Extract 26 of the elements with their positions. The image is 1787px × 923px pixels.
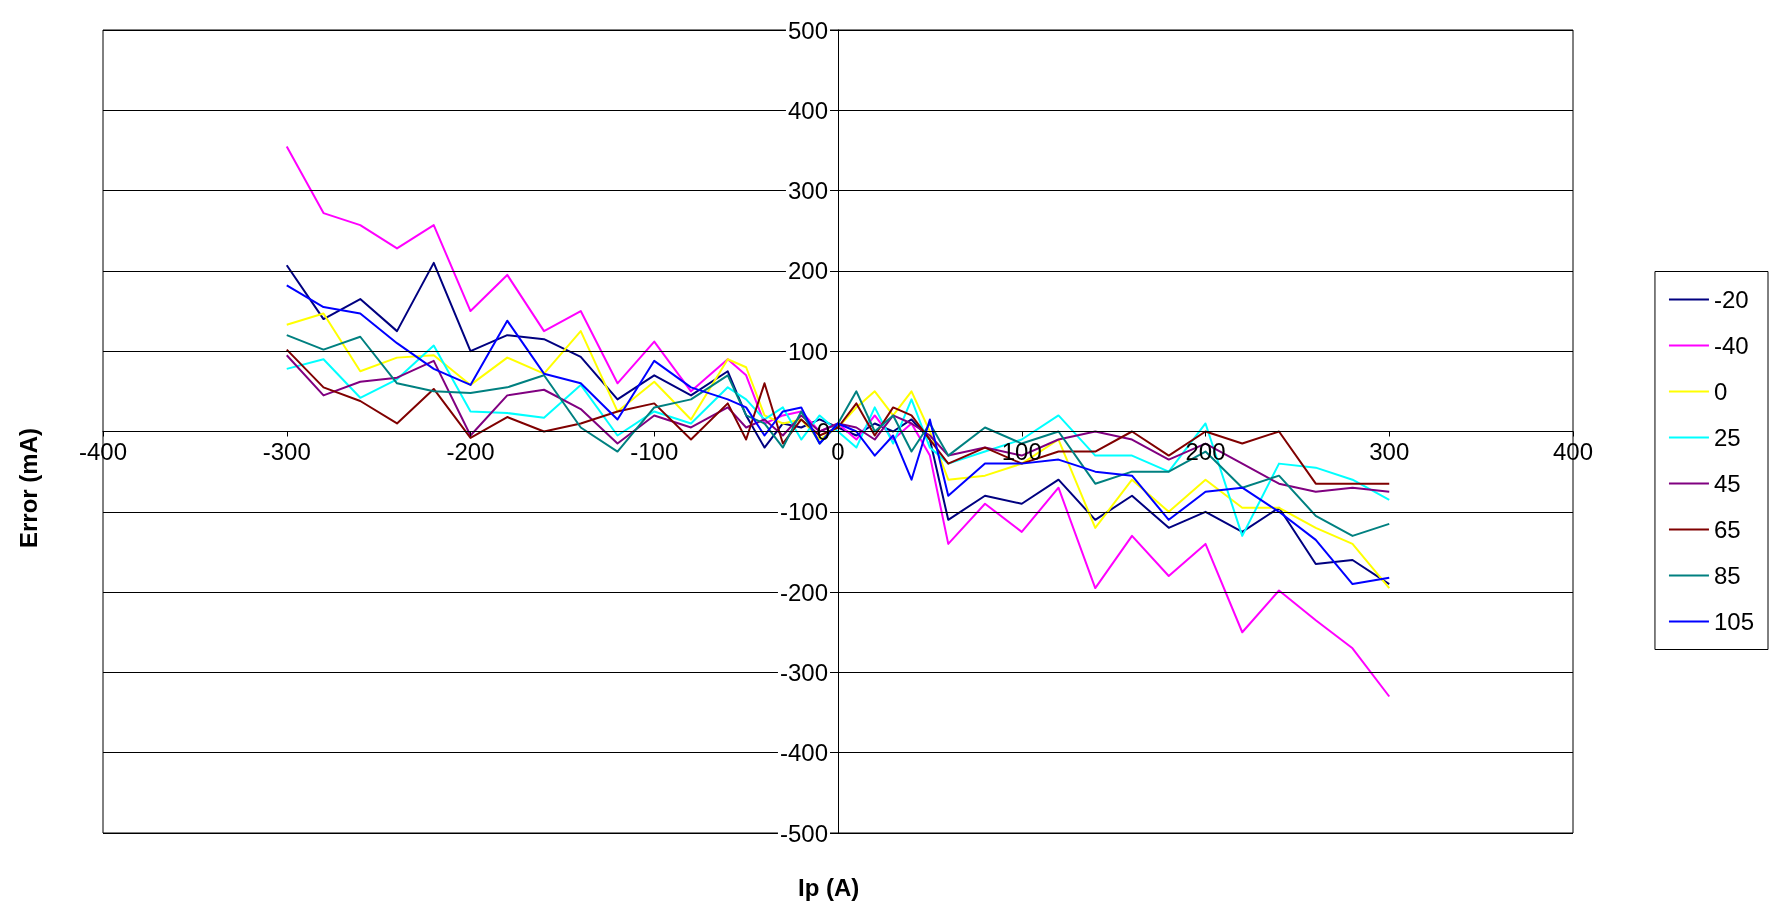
legend-label: -20 bbox=[1713, 286, 1749, 313]
legend-label: -40 bbox=[1713, 332, 1749, 359]
y-tick-label: 400 bbox=[787, 96, 828, 124]
y-tick-label: -100 bbox=[779, 498, 828, 526]
y-axis-title: Error (mA) bbox=[14, 428, 42, 549]
y-tick-label: -200 bbox=[779, 578, 828, 606]
x-tick-label: -200 bbox=[446, 438, 495, 465]
y-tick-label: 300 bbox=[787, 177, 828, 205]
legend-label: 65 bbox=[1713, 516, 1741, 543]
x-tick-label: -100 bbox=[630, 438, 679, 465]
x-tick-label: 300 bbox=[1369, 438, 1410, 465]
legend-label: 0 bbox=[1713, 378, 1728, 405]
x-axis-title: Ip (A) bbox=[798, 873, 860, 901]
y-tick-label: -500 bbox=[779, 819, 828, 847]
y-tick-label: 500 bbox=[787, 16, 828, 44]
legend-label: 45 bbox=[1713, 470, 1741, 497]
legend-label: 25 bbox=[1713, 424, 1741, 451]
y-tick-label: -300 bbox=[779, 658, 828, 686]
legend-label: 105 bbox=[1713, 608, 1754, 635]
x-tick-label: -400 bbox=[78, 438, 128, 465]
legend-label: 85 bbox=[1713, 562, 1741, 589]
y-tick-label: -400 bbox=[779, 739, 828, 767]
x-tick-label: -300 bbox=[262, 438, 311, 465]
x-tick-label: 400 bbox=[1552, 438, 1594, 465]
y-tick-label: 200 bbox=[787, 257, 828, 285]
y-tick-label: 100 bbox=[787, 337, 828, 365]
